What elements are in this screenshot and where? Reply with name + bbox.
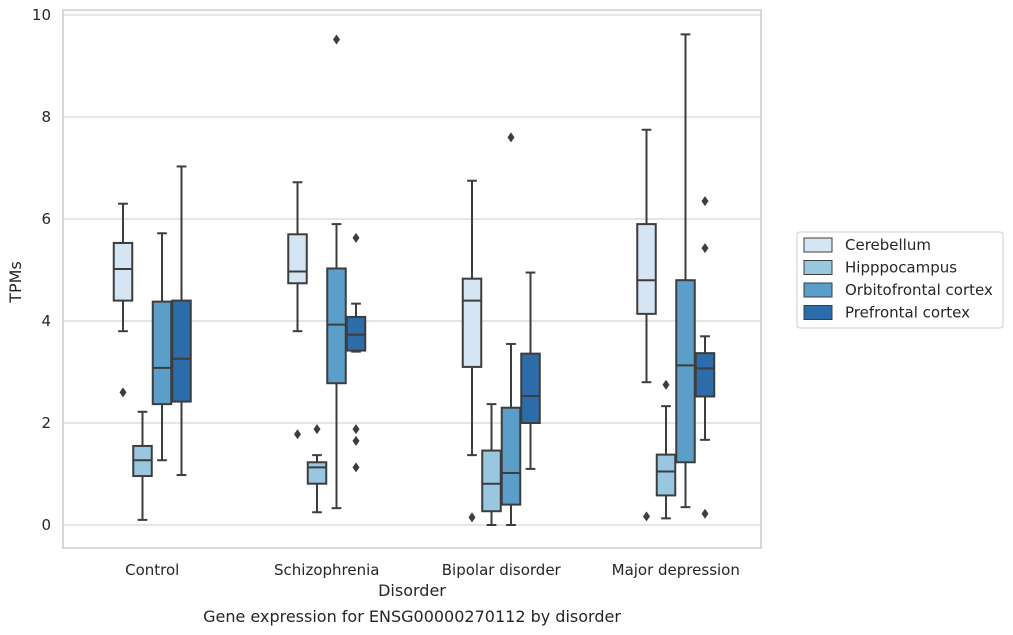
y-tick-label: 6 xyxy=(41,210,51,228)
iqr-box xyxy=(655,453,677,497)
outlier-point xyxy=(507,132,515,143)
legend-label: Orbitofrontal cortex xyxy=(845,281,993,299)
box-prefrontal-cortex xyxy=(520,271,541,470)
legend: Cerebellum Hipppocampus Orbitofrontal cort… xyxy=(796,231,1004,329)
iqr-box xyxy=(112,241,134,302)
box-orbitofrontal-cortex xyxy=(500,132,522,526)
iqr-box xyxy=(345,315,367,352)
outlier-point xyxy=(333,34,340,45)
box-orbitofrontal-cortex xyxy=(326,34,347,510)
outlier-point xyxy=(352,232,360,243)
box-prefrontal-cortex xyxy=(171,165,192,477)
legend-swatch xyxy=(803,237,833,253)
box-hipppocampus xyxy=(306,424,328,514)
iqr-box xyxy=(675,279,696,464)
box-prefrontal-cortex xyxy=(345,232,367,473)
iqr-box xyxy=(694,352,716,398)
box-hipppocampus xyxy=(481,403,502,526)
legend-label: Hipppocampus xyxy=(845,259,957,277)
box-cerebellum xyxy=(461,179,483,523)
box-cerebellum xyxy=(636,128,657,522)
box-prefrontal-cortex xyxy=(694,196,716,519)
legend-swatch xyxy=(803,282,833,298)
iqr-box xyxy=(326,267,347,385)
box-cerebellum xyxy=(112,202,134,398)
outlier-point xyxy=(662,379,670,390)
plot-frame xyxy=(62,9,762,549)
x-tick-label: Major depression xyxy=(612,561,740,579)
legend-swatch xyxy=(803,305,833,320)
outlier-point xyxy=(643,511,650,522)
outlier-point xyxy=(119,387,127,398)
outlier-point xyxy=(701,508,709,519)
iqr-box xyxy=(287,233,308,285)
box-cerebellum xyxy=(287,181,308,440)
y-tick-labels: 0 2 4 6 8 10 xyxy=(32,6,51,534)
plot-border xyxy=(62,9,762,549)
outlier-point xyxy=(701,243,709,254)
iqr-box xyxy=(520,352,541,425)
x-tick-labels: Control Schizophrenia Bipolar disorder Majo… xyxy=(125,561,740,579)
legend-label: Cerebellum xyxy=(845,236,931,254)
box-orbitofrontal-cortex xyxy=(675,33,696,509)
y-tick-label: 0 xyxy=(41,516,51,534)
iqr-box xyxy=(306,461,328,485)
iqr-box xyxy=(171,299,192,403)
outlier-point xyxy=(468,512,476,523)
outlier-point xyxy=(352,424,360,435)
outlier-point xyxy=(294,429,301,440)
x-tick-label: Schizophrenia xyxy=(274,561,379,579)
y-tick-label: 2 xyxy=(41,414,51,432)
outlier-point xyxy=(352,462,360,473)
legend-frame xyxy=(796,231,1004,329)
outlier-point xyxy=(352,435,360,446)
y-tick-label: 10 xyxy=(32,6,51,24)
boxes-layer xyxy=(112,33,716,526)
outlier-point xyxy=(313,424,321,435)
box-hipppocampus xyxy=(655,379,677,520)
iqr-box xyxy=(151,300,173,406)
outlier-point xyxy=(701,196,709,207)
iqr-box xyxy=(481,449,502,513)
legend-label: Prefrontal cortex xyxy=(845,304,970,322)
iqr-box xyxy=(636,223,657,315)
x-tick-label: Control xyxy=(125,561,179,579)
iqr-box xyxy=(500,406,522,506)
chart-caption: Gene expression for ENSG00000270112 by d… xyxy=(203,607,621,626)
y-tick-label: 8 xyxy=(41,108,51,126)
x-tick-label: Bipolar disorder xyxy=(442,561,562,579)
y-tick-label: 4 xyxy=(41,312,51,330)
iqr-box xyxy=(461,277,483,368)
y-axis-label: TPMs xyxy=(6,261,25,304)
x-axis-label: Disorder xyxy=(378,581,446,600)
legend-swatch xyxy=(803,260,833,275)
box-orbitofrontal-cortex xyxy=(151,232,173,462)
box-hipppocampus xyxy=(132,410,153,521)
